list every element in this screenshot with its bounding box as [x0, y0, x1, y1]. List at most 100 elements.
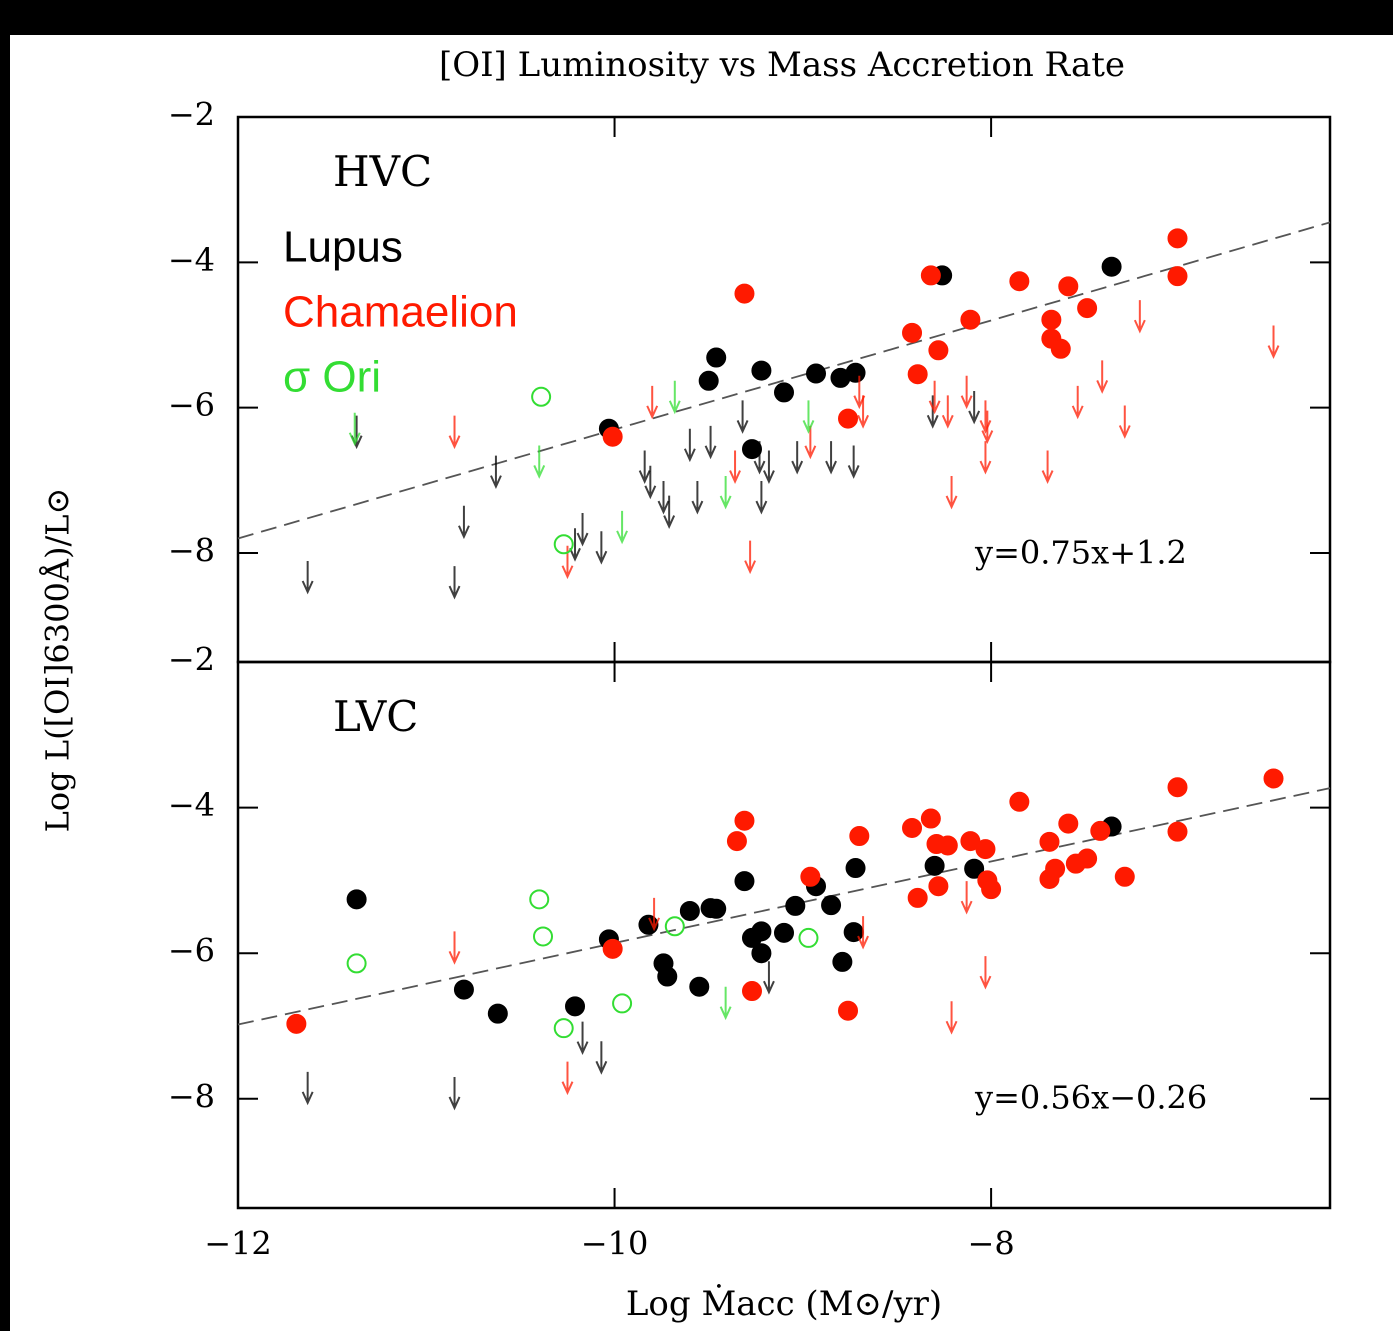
upper-limit-arrow — [979, 400, 992, 434]
data-point — [286, 1013, 307, 1034]
upper-limit-arrow — [763, 961, 775, 995]
data-point — [975, 839, 996, 860]
data-point — [774, 922, 794, 943]
data-point — [679, 900, 700, 921]
y-tick-label: −2 — [168, 641, 215, 679]
upper-limit-arrow — [657, 481, 670, 515]
upper-limit-arrow — [791, 441, 804, 475]
data-point — [1058, 813, 1079, 834]
data-point — [689, 976, 710, 997]
upper-limit-arrow — [941, 395, 954, 429]
data-point — [1167, 266, 1188, 287]
data-point — [664, 916, 685, 937]
upper-limit-arrow — [595, 1041, 608, 1075]
data-point — [1009, 791, 1030, 812]
data-point — [774, 382, 794, 403]
upper-limit-arrow — [691, 481, 704, 515]
data-point — [920, 808, 941, 829]
data-point — [346, 953, 367, 974]
data-point — [1041, 309, 1062, 330]
upper-limit-arrow — [847, 445, 860, 479]
upper-limit-arrow — [926, 395, 939, 429]
y-axis-label: Log L([OI]6300Å)/L⊙ — [39, 488, 77, 833]
plot-frame — [236, 660, 1332, 1210]
data-point — [924, 855, 945, 876]
data-point — [706, 347, 727, 368]
upper-limit-arrow — [1267, 325, 1280, 359]
upper-limit-arrow — [960, 375, 973, 410]
upper-limit-arrow — [663, 495, 676, 530]
upper-limit-arrow — [644, 465, 657, 500]
x-tick-label: −12 — [204, 1225, 272, 1263]
upper-limit-arrow — [960, 881, 973, 915]
data-point — [1077, 298, 1098, 319]
upper-limit-arrow — [301, 1071, 314, 1106]
data-point — [798, 927, 819, 948]
upper-limit-arrow — [576, 513, 589, 547]
upper-limit-arrow — [458, 505, 470, 540]
upper-limit-arrow — [1041, 450, 1054, 484]
data-point — [907, 364, 928, 385]
data-point — [849, 825, 870, 846]
data-point — [698, 370, 719, 391]
upper-limit-arrow — [857, 395, 869, 429]
y-tick-label: −4 — [168, 241, 215, 279]
data-point — [832, 951, 853, 972]
data-point — [1039, 831, 1060, 852]
upper-limit-arrow — [569, 528, 581, 562]
upper-limit-arrow — [1071, 385, 1084, 420]
data-point — [734, 871, 755, 892]
data-point — [902, 817, 923, 838]
data-point — [800, 866, 821, 887]
upper-limit-arrow — [1133, 300, 1146, 334]
data-point — [453, 979, 474, 1000]
upper-limit-arrow — [755, 481, 768, 515]
legend-label: Lupus — [283, 223, 403, 272]
upper-limit-arrow — [736, 400, 749, 434]
upper-limit-arrow — [945, 475, 958, 510]
data-point — [1167, 777, 1188, 798]
y-tick-label: −2 — [168, 96, 215, 134]
data-point — [1045, 858, 1066, 879]
upper-limit-arrow — [616, 510, 628, 545]
data-point — [960, 309, 981, 330]
data-point — [346, 889, 367, 910]
data-point — [838, 1000, 859, 1021]
y-tick-label: −8 — [168, 1077, 215, 1115]
upper-limit-arrow — [668, 380, 681, 415]
upper-limit-arrow — [857, 916, 869, 950]
upper-limit-arrow — [646, 385, 659, 420]
data-point — [706, 898, 727, 919]
legend-label: Chamaelion — [283, 288, 518, 337]
data-point — [928, 340, 949, 361]
upper-limit-arrow — [561, 545, 574, 580]
upper-limit-arrow — [448, 1076, 461, 1111]
upper-limit-arrow — [802, 400, 815, 434]
upper-limit-arrow — [1096, 360, 1109, 394]
data-point — [821, 895, 842, 916]
data-point — [928, 876, 949, 897]
y-tick-label: −4 — [168, 786, 215, 824]
data-point — [845, 362, 866, 383]
data-point — [1263, 768, 1284, 789]
y-tick-label: −6 — [168, 386, 215, 424]
data-point — [602, 938, 623, 959]
upper-limit-arrow — [1118, 405, 1131, 439]
upper-limit-arrow — [928, 380, 941, 415]
data-point — [1058, 276, 1079, 297]
data-point — [751, 360, 772, 381]
data-point — [981, 879, 1002, 900]
data-point — [1167, 228, 1188, 249]
upper-limit-arrow — [825, 441, 837, 475]
data-point — [806, 363, 827, 384]
fit-line — [237, 787, 1331, 1026]
upper-limit-arrow — [683, 428, 696, 463]
data-point — [1050, 338, 1071, 359]
panel-label: HVC — [333, 147, 432, 196]
y-tick-label: −6 — [168, 932, 215, 970]
data-point — [529, 889, 550, 910]
x-axis-label: Log Ṁacc (M⊙/yr) — [626, 1284, 942, 1324]
upper-limit-arrow — [576, 1021, 589, 1056]
data-point — [726, 831, 747, 852]
data-point — [920, 265, 941, 286]
